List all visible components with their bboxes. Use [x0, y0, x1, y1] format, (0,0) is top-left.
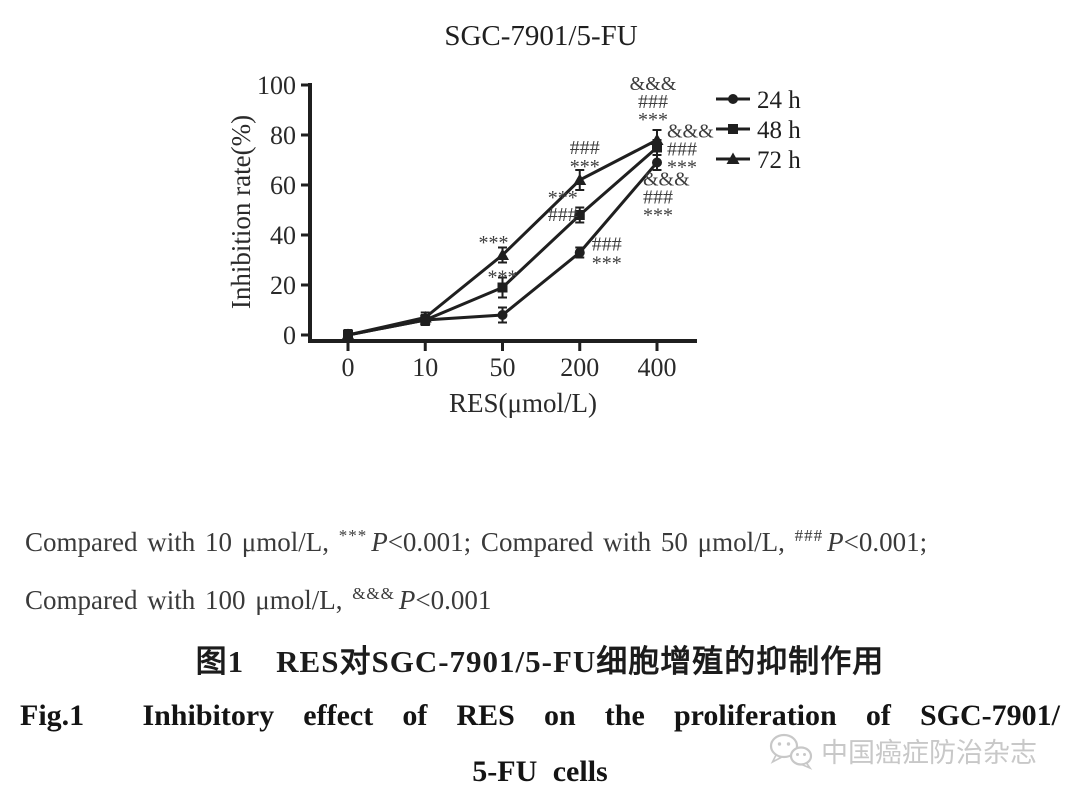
- note-p-italic: P: [398, 585, 416, 615]
- y-tick-label: 100: [257, 71, 296, 100]
- figure-caption-chinese: 图1 RES对SGC-7901/5-FU细胞增殖的抑制作用: [195, 644, 885, 679]
- significance-annotation: ***: [638, 109, 668, 131]
- legend-entry-24-h: 24 h: [716, 87, 801, 114]
- note-text: <0.001; Compared with 50 μmol/L,: [387, 527, 795, 557]
- figure-chart: SGC-7901/5-FU 0 20 40 60 80 100 0 10 50 200 400 RES(…: [226, 20, 801, 418]
- significance-annotation: ***: [548, 187, 578, 209]
- note-text: <0.001;: [843, 527, 928, 557]
- x-tick-label: 200: [560, 353, 599, 382]
- note-superscript-stars: ***: [338, 526, 368, 545]
- y-tick-label: 60: [270, 171, 296, 200]
- note-superscript-hashes: ###: [794, 526, 824, 545]
- note-line-2: Compared with 100 μmol/L, &&& P<0.001: [25, 568, 1065, 626]
- note-superscript-ampersands: &&&: [352, 584, 395, 603]
- x-axis-label: RES(μmol/L): [449, 388, 597, 418]
- significance-annotation: ###: [548, 204, 578, 226]
- y-tick-label: 40: [270, 221, 296, 250]
- significance-annotation: ***: [667, 157, 697, 179]
- figure-caption-english-line1: Fig.1 Inhibitory effect of RES on the pr…: [20, 699, 1060, 732]
- y-tick-label: 0: [283, 321, 296, 350]
- marker-triangle: [341, 328, 355, 340]
- significance-annotation: ###: [643, 187, 673, 209]
- marker-circle: [574, 247, 585, 258]
- note-line-1: Compared with 10 μmol/L, *** P<0.001; Com…: [25, 510, 1065, 568]
- marker-square: [728, 124, 738, 134]
- line-chart-svg: SGC-7901/5-FU 0 20 40 60 80 100 0 10 50 200 400 RES(…: [226, 20, 801, 418]
- significance-annotation: ***: [592, 253, 622, 275]
- marker-circle: [652, 157, 662, 168]
- note-text: <0.001: [415, 585, 492, 615]
- significance-annotation: ###: [638, 91, 668, 113]
- legend-label: 48 h: [757, 117, 801, 144]
- x-tick-label: 50: [490, 353, 516, 382]
- journal-watermark: 中国癌症防治杂志: [768, 731, 1037, 770]
- figure-caption-english-line2: 5-FU cells: [472, 755, 608, 788]
- note-text: Compared with 100 μmol/L,: [25, 585, 353, 615]
- legend-entry-48-h: 48 h: [716, 117, 801, 144]
- y-axis-label: Inhibition rate(%): [226, 115, 256, 309]
- x-tick-label: 400: [638, 353, 677, 382]
- chart-title: SGC-7901/5-FU: [444, 20, 637, 52]
- significance-annotation: ###: [592, 234, 622, 256]
- significance-annotation: ***: [479, 232, 509, 254]
- series-72-h: [341, 129, 664, 341]
- legend-entry-72-h: 72 h: [716, 147, 801, 174]
- y-tick-label: 80: [270, 121, 296, 150]
- marker-square: [497, 282, 508, 293]
- watermark-text: 中国癌症防治杂志: [821, 738, 1037, 768]
- marker-square: [574, 210, 585, 220]
- significance-annotation: ###: [667, 139, 697, 161]
- legend-label: 72 h: [757, 147, 801, 174]
- x-tick-label: 0: [342, 353, 355, 382]
- significance-annotation: ***: [488, 267, 518, 289]
- marker-triangle: [726, 152, 740, 164]
- y-tick-label: 20: [270, 271, 296, 300]
- significance-annotation: &&&: [630, 73, 677, 95]
- significance-annotation: &&&: [643, 169, 690, 191]
- x-tick-label: 10: [412, 353, 438, 382]
- legend-label: 24 h: [757, 87, 801, 114]
- note-p-italic: P: [371, 527, 388, 557]
- marker-triangle: [496, 248, 509, 260]
- wechat-icon: [769, 733, 813, 770]
- note-text: Compared with 10 μmol/L,: [25, 527, 339, 557]
- marker-triangle: [418, 311, 432, 323]
- significance-annotation: &&&: [667, 121, 714, 143]
- note-p-italic: P: [827, 527, 844, 557]
- marker-circle: [728, 94, 738, 104]
- significance-annotation: ***: [570, 156, 600, 178]
- significance-note: Compared with 10 μmol/L, *** P<0.001; Com…: [25, 510, 1065, 626]
- marker-triangle: [650, 133, 664, 145]
- significance-annotation: ###: [570, 137, 600, 159]
- marker-circle: [497, 310, 508, 320]
- marker-triangle: [573, 173, 587, 185]
- significance-annotation: ***: [643, 205, 673, 227]
